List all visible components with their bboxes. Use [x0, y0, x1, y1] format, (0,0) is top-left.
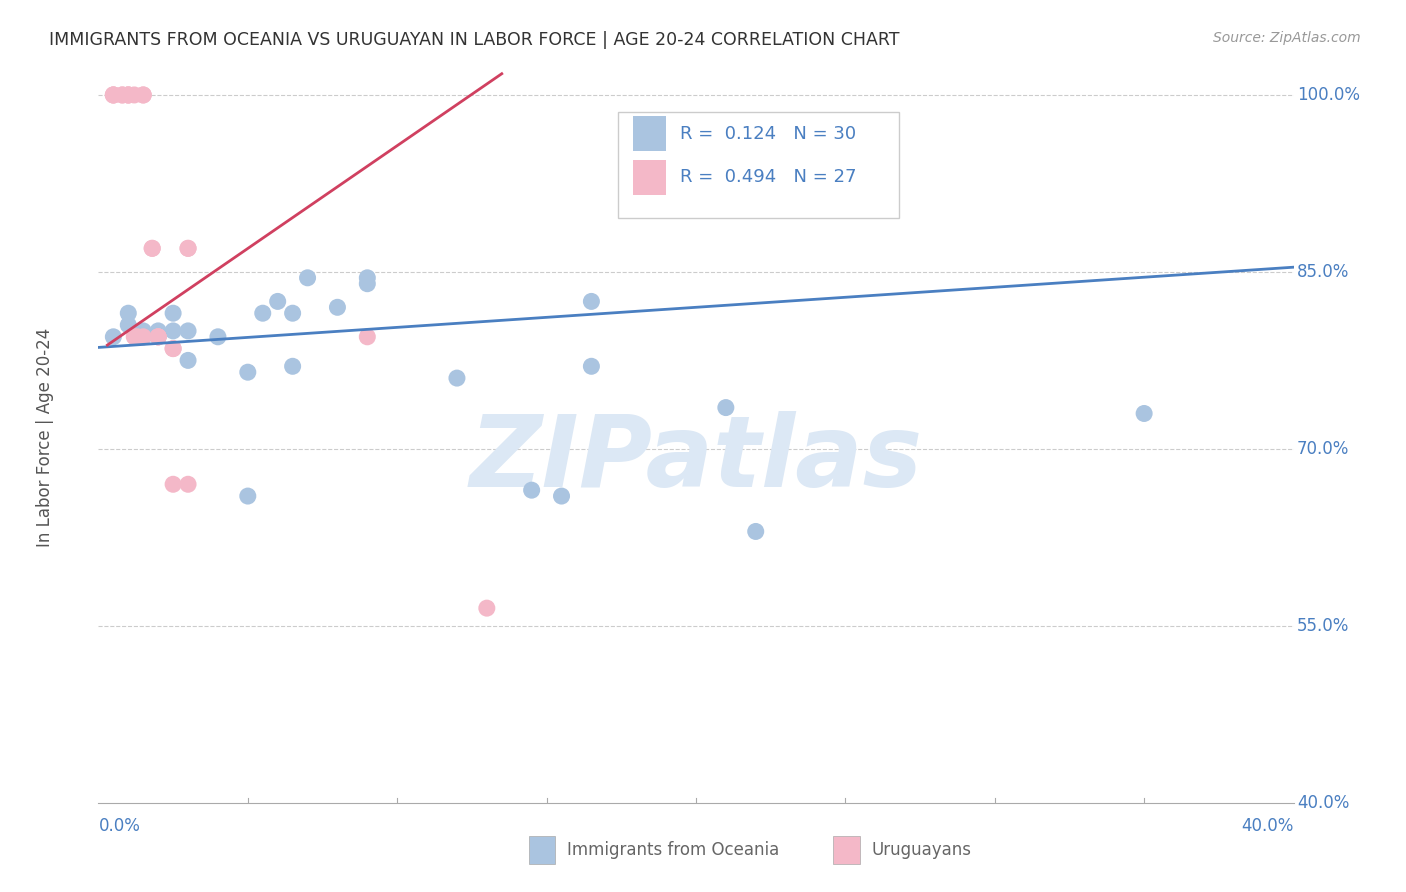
- Point: [177, 241, 200, 255]
- Bar: [529, 837, 555, 864]
- Text: 40.0%: 40.0%: [1298, 794, 1350, 812]
- Point: [117, 87, 139, 102]
- Point: [1133, 407, 1156, 421]
- Point: [162, 306, 184, 320]
- Text: R =  0.494   N = 27: R = 0.494 N = 27: [681, 169, 856, 186]
- Point: [177, 477, 200, 491]
- Point: [103, 87, 125, 102]
- Point: [117, 87, 139, 102]
- Point: [117, 87, 139, 102]
- Point: [148, 330, 170, 344]
- Point: [132, 324, 155, 338]
- Point: [520, 483, 543, 498]
- Point: [267, 294, 290, 309]
- Text: R =  0.124   N = 30: R = 0.124 N = 30: [681, 125, 856, 143]
- Point: [581, 359, 603, 374]
- Text: ZIPatlas: ZIPatlas: [470, 410, 922, 508]
- Point: [550, 489, 572, 503]
- Point: [162, 324, 184, 338]
- Point: [124, 87, 146, 102]
- Text: Source: ZipAtlas.com: Source: ZipAtlas.com: [1213, 31, 1361, 45]
- Point: [745, 524, 768, 539]
- Bar: [633, 116, 666, 151]
- Point: [124, 330, 146, 344]
- Text: 40.0%: 40.0%: [1241, 817, 1294, 835]
- Point: [162, 342, 184, 356]
- Point: [236, 489, 259, 503]
- Point: [446, 371, 468, 385]
- Point: [111, 87, 134, 102]
- Point: [103, 87, 125, 102]
- Text: 70.0%: 70.0%: [1298, 440, 1350, 458]
- Point: [111, 87, 134, 102]
- Point: [581, 294, 603, 309]
- Point: [281, 359, 304, 374]
- Point: [356, 270, 378, 285]
- Point: [117, 318, 139, 332]
- Point: [475, 601, 498, 615]
- Point: [148, 330, 170, 344]
- Point: [132, 87, 155, 102]
- Text: 85.0%: 85.0%: [1298, 263, 1350, 281]
- Point: [141, 241, 163, 255]
- Point: [297, 270, 319, 285]
- Point: [103, 87, 125, 102]
- Text: 55.0%: 55.0%: [1298, 617, 1350, 635]
- Text: 100.0%: 100.0%: [1298, 86, 1360, 104]
- Point: [177, 241, 200, 255]
- Point: [356, 330, 378, 344]
- Point: [326, 301, 349, 315]
- Point: [148, 330, 170, 344]
- Text: In Labor Force | Age 20-24: In Labor Force | Age 20-24: [35, 327, 53, 547]
- Point: [132, 330, 155, 344]
- Point: [141, 241, 163, 255]
- Point: [714, 401, 737, 415]
- Point: [162, 477, 184, 491]
- Bar: [834, 837, 859, 864]
- Point: [117, 306, 139, 320]
- Point: [148, 330, 170, 344]
- Point: [132, 87, 155, 102]
- Point: [148, 324, 170, 338]
- Point: [177, 353, 200, 368]
- Point: [127, 330, 149, 344]
- Point: [356, 277, 378, 291]
- Bar: [619, 112, 900, 218]
- Text: Immigrants from Oceania: Immigrants from Oceania: [567, 841, 779, 859]
- Point: [207, 330, 229, 344]
- Text: IMMIGRANTS FROM OCEANIA VS URUGUAYAN IN LABOR FORCE | AGE 20-24 CORRELATION CHAR: IMMIGRANTS FROM OCEANIA VS URUGUAYAN IN …: [49, 31, 900, 49]
- Point: [236, 365, 259, 379]
- Text: 0.0%: 0.0%: [98, 817, 141, 835]
- Point: [252, 306, 274, 320]
- Text: Uruguayans: Uruguayans: [872, 841, 972, 859]
- Point: [103, 330, 125, 344]
- Point: [132, 330, 155, 344]
- Point: [177, 324, 200, 338]
- Point: [281, 306, 304, 320]
- Point: [162, 342, 184, 356]
- Bar: [633, 160, 666, 195]
